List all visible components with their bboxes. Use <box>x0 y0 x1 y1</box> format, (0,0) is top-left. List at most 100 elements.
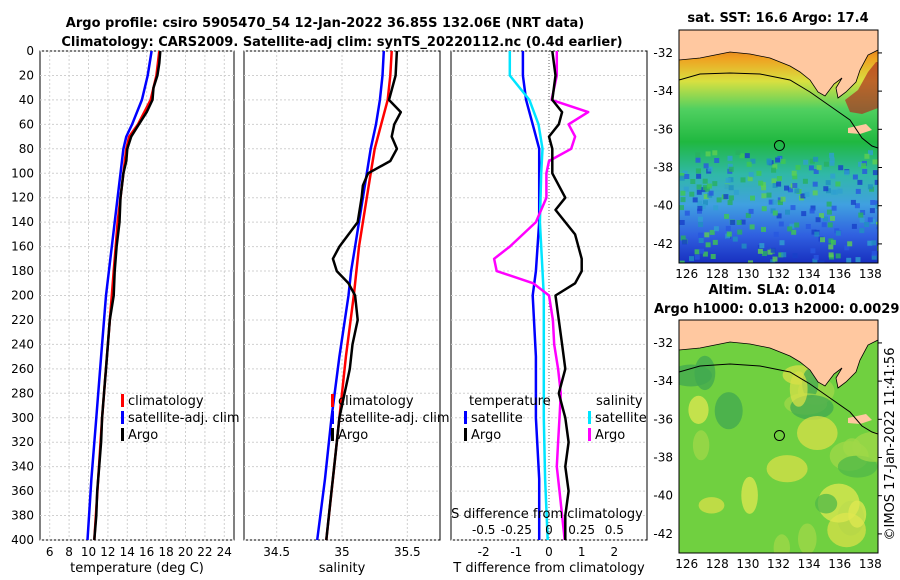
legend-label-argo: Argo <box>128 428 158 443</box>
sst-pixel <box>680 190 686 196</box>
sst-pixel <box>713 226 719 232</box>
temperature-xlabel: temperature (deg C) <box>70 561 204 576</box>
sst-pixel <box>727 200 733 206</box>
sst-pixel <box>846 257 852 263</box>
map-y-tick-label: -34 <box>653 84 673 98</box>
sst-pixel <box>772 210 778 216</box>
shelf-contour <box>679 363 878 435</box>
sst-pixel <box>716 197 722 203</box>
sst-pixel <box>727 163 733 169</box>
sla-anomaly-blob <box>694 355 716 391</box>
sst-pixel <box>780 196 786 202</box>
x-tick-label: 34.5 <box>263 545 290 559</box>
sst-pixel <box>794 188 800 194</box>
sst-pixel <box>875 204 878 209</box>
sst-pixel <box>826 188 831 194</box>
sst-map-title: sat. SST: 16.6 Argo: 17.4 <box>687 11 868 26</box>
x-tick-label: 2 <box>611 545 619 559</box>
y-tick-label: 180 <box>11 264 34 278</box>
sst-pixel <box>679 173 685 178</box>
sst-pixel <box>795 164 801 170</box>
legend-label-climatology: climatology <box>128 394 204 409</box>
sst-pixel <box>679 205 684 211</box>
legend-swatch-argo <box>331 428 334 441</box>
sst-pixel <box>750 195 755 201</box>
sst-pixel <box>831 205 837 211</box>
sst-pixel <box>695 168 701 174</box>
sst-pixel <box>802 178 808 184</box>
sst-pixel <box>813 169 819 174</box>
sst-pixel <box>781 252 787 258</box>
y-tick-label: 80 <box>19 142 34 156</box>
temperature-legend: climatology satellite-adj. clim Argo <box>121 394 240 443</box>
legend-swatch-climatology <box>121 394 124 407</box>
map-y-tick-label: -36 <box>653 122 673 136</box>
sla-anomaly-blob <box>773 534 790 553</box>
sst-pixel <box>771 167 777 173</box>
y-tick-label: 120 <box>11 191 34 205</box>
sst-pixel <box>724 213 730 219</box>
sst-pixel <box>872 159 878 165</box>
sst-pixel <box>869 208 875 214</box>
sla-anomaly-blob <box>852 431 878 462</box>
sst-pixel <box>852 174 858 180</box>
sst-pixel <box>736 220 742 225</box>
top-x-tick-label: -0.5 <box>472 523 495 537</box>
top-x-tick-label: 0 <box>545 523 553 537</box>
map-x-tick-label: 126 <box>675 267 698 281</box>
series-line-satellite-adj-clim <box>86 50 153 541</box>
sst-pixel <box>761 226 766 232</box>
sst-pixel <box>779 240 785 246</box>
argo-location-marker <box>773 140 785 152</box>
sst-pixel <box>728 195 734 201</box>
y-tick-label: 100 <box>11 166 34 180</box>
sst-pixel <box>683 186 689 192</box>
sst-pixel <box>695 157 701 163</box>
sst-pixel <box>787 226 793 232</box>
y-tick-label: 360 <box>11 484 34 498</box>
legend-label-satellite: satellite-adj. clim <box>128 411 240 426</box>
y-tick-label: 220 <box>11 313 34 327</box>
sst-pixel <box>791 229 797 235</box>
sst-pixel <box>767 249 773 255</box>
salinity-xlabel: salinity <box>319 561 366 576</box>
y-tick-label: 340 <box>11 460 34 474</box>
sst-pixel <box>776 213 782 219</box>
sst-pixel <box>857 179 863 185</box>
sst-pixel <box>812 258 818 263</box>
sst-pixel <box>871 251 877 256</box>
sst-pixel <box>758 180 764 186</box>
x-tick-label: 8 <box>65 545 73 559</box>
sst-pixel <box>860 210 866 215</box>
sst-pixel <box>819 213 824 219</box>
map-y-tick-label: -38 <box>653 161 673 175</box>
sst-pixel <box>830 173 836 179</box>
legend-swatch-climatology <box>331 394 334 407</box>
sst-pixel <box>723 194 729 200</box>
sst-pixel <box>712 181 718 187</box>
y-tick-label: 320 <box>11 435 34 449</box>
sst-pixel <box>792 183 798 188</box>
sst-pixel <box>707 166 713 172</box>
sst-pixel <box>811 229 817 235</box>
sst-pixel <box>762 251 767 256</box>
sla-anomaly-blob <box>688 395 709 424</box>
series-line-salinity-argo <box>492 51 590 541</box>
sst-pixel <box>761 206 767 212</box>
x-tick-label: 14 <box>120 545 135 559</box>
sst-pixel <box>809 158 815 164</box>
y-tick-label: 380 <box>11 509 34 523</box>
sla-anomaly-blob <box>766 455 808 483</box>
sst-pixel <box>777 197 783 203</box>
sst-pixel <box>749 224 755 230</box>
map-y-tick-label: -32 <box>653 46 673 60</box>
sst-pixel <box>728 185 734 191</box>
difference-top-xlabel: S difference from climatology <box>451 507 643 522</box>
sst-pixel <box>761 185 767 191</box>
sst-pixel <box>861 163 867 169</box>
sla-anomaly-blob <box>815 493 838 514</box>
sst-pixel <box>872 170 878 176</box>
map-x-tick-label: 134 <box>798 557 821 571</box>
legend-label-satellite: satellite-adj. clim <box>338 411 450 426</box>
